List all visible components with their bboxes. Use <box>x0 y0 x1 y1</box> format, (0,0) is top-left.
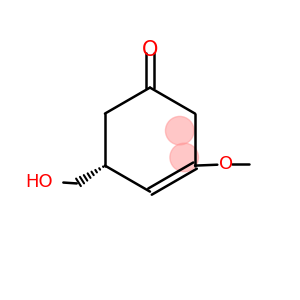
Text: HO: HO <box>25 173 53 191</box>
Text: O: O <box>142 40 158 60</box>
Text: O: O <box>219 155 233 173</box>
Circle shape <box>170 143 198 172</box>
Circle shape <box>166 116 194 145</box>
